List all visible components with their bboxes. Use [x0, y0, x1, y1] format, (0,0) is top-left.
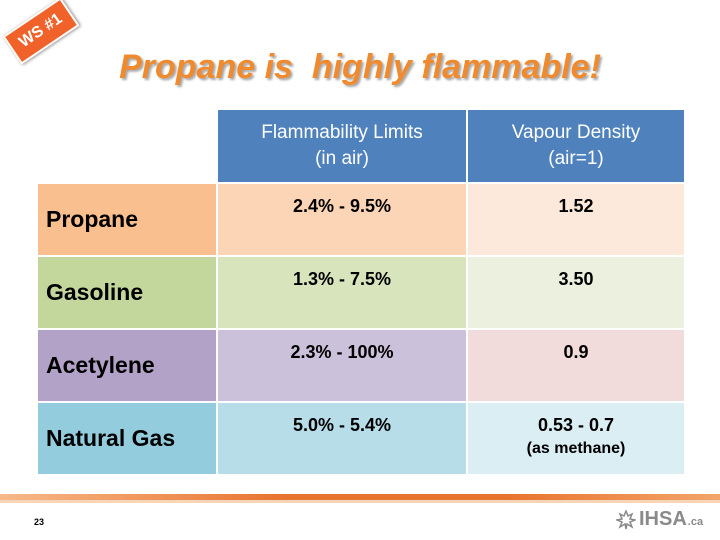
header-label-line: Vapour Density	[511, 122, 641, 143]
flammability-limits-value: 1.3% - 7.5%	[216, 255, 468, 330]
header-label-line: (air=1)	[548, 148, 604, 169]
vapour-density-value: 1.52	[466, 182, 686, 257]
gas-name: Propane	[36, 182, 218, 257]
density-note: (as methane)	[526, 440, 626, 457]
table-row: Gasoline 1.3% - 7.5% 3.50	[36, 255, 686, 330]
page-number: 23	[34, 517, 45, 527]
header-label-line: Flammability Limits	[261, 122, 423, 143]
logo-text: IHSA	[639, 508, 687, 530]
flammability-limits-value: 5.0% - 5.4%	[216, 401, 468, 476]
vapour-density-value: 0.53 - 0.7 (as methane)	[466, 401, 686, 476]
density-value: 1.52	[558, 196, 594, 216]
ihsa-logo: IHSA .ca	[616, 508, 703, 531]
gas-name: Gasoline	[36, 255, 218, 330]
density-value: 0.53 - 0.7	[537, 415, 615, 435]
header-label-line: (in air)	[315, 148, 369, 169]
footer-divider	[0, 494, 720, 500]
density-value: 3.50	[558, 269, 594, 289]
slide-title: Propane is highly flammable!	[119, 48, 601, 86]
header-flammability-limits: Flammability Limits (in air)	[216, 108, 468, 184]
table-row: Propane 2.4% - 9.5% 1.52	[36, 182, 686, 257]
logo-suffix: .ca	[687, 516, 704, 528]
gas-name: Acetylene	[36, 328, 218, 403]
header-row: Flammability Limits (in air) Vapour Dens…	[36, 108, 686, 184]
header-vapour-density: Vapour Density (air=1)	[466, 108, 686, 184]
footer-divider-light	[0, 500, 720, 503]
flammability-table: Flammability Limits (in air) Vapour Dens…	[36, 108, 686, 476]
flammability-limits-value: 2.3% - 100%	[216, 328, 468, 403]
vapour-density-value: 3.50	[466, 255, 686, 330]
vapour-density-value: 0.9	[466, 328, 686, 403]
header-blank-cell	[36, 108, 218, 184]
gas-name: Natural Gas	[36, 401, 218, 476]
table-row: Natural Gas 5.0% - 5.4% 0.53 - 0.7 (as m…	[36, 401, 686, 476]
flammability-limits-value: 2.4% - 9.5%	[216, 182, 468, 257]
density-value: 0.9	[563, 342, 589, 362]
maple-leaf-icon	[616, 509, 636, 529]
table-row: Acetylene 2.3% - 100% 0.9	[36, 328, 686, 403]
